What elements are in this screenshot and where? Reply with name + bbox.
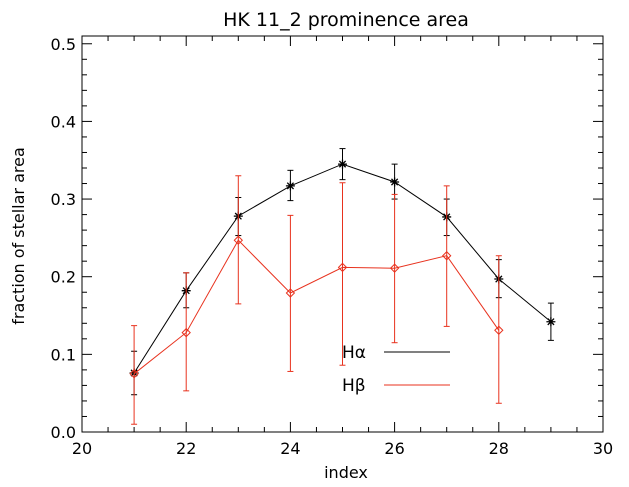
error-bar xyxy=(443,185,450,327)
data-point-diamond xyxy=(233,235,244,245)
error-bar xyxy=(339,182,346,366)
data-point-diamond xyxy=(285,288,296,298)
data-point-diamond xyxy=(129,369,139,379)
error-bar xyxy=(131,325,138,425)
y-tick-label: 0.4 xyxy=(51,112,76,131)
data-point-diamond xyxy=(181,327,191,338)
y-tick-label: 0.2 xyxy=(51,268,76,287)
error-bar xyxy=(235,175,242,305)
data-point-diamond xyxy=(441,251,452,261)
data-point-diamond xyxy=(337,262,348,273)
legend-label-1: Hα xyxy=(342,343,366,363)
data-point-diamond xyxy=(389,263,400,273)
data-point-asterisk xyxy=(546,317,556,327)
chart-title: HK 11_2 prominence area xyxy=(223,9,469,31)
x-tick-label: 26 xyxy=(384,439,404,458)
x-axis: 20 22 24 26 28 30 xyxy=(72,36,613,458)
legend-label-2: Hβ xyxy=(342,376,366,396)
y-axis: 0.0 0.1 0.2 0.3 0.4 0.5 xyxy=(51,35,603,442)
y-tick-label: 0.3 xyxy=(51,190,76,209)
x-tick-label: 20 xyxy=(72,439,92,458)
error-bar xyxy=(287,214,294,372)
x-axis-title: index xyxy=(324,463,368,482)
data-point-diamond xyxy=(494,325,504,335)
series-layer xyxy=(129,148,556,425)
series-2 xyxy=(129,175,504,425)
series-line xyxy=(133,239,500,375)
data-point-asterisk xyxy=(285,181,295,191)
y-axis-title: fraction of stellar area xyxy=(9,147,28,325)
y-tick-label: 0.5 xyxy=(51,35,76,54)
x-tick-label: 24 xyxy=(280,439,300,458)
data-point-asterisk xyxy=(338,159,347,169)
error-bar xyxy=(391,193,398,344)
legend: Hα Hβ xyxy=(342,343,450,396)
y-tick-label: 0.0 xyxy=(51,423,76,442)
x-tick-label: 28 xyxy=(489,439,509,458)
data-point-asterisk xyxy=(390,177,400,187)
y-tick-label: 0.1 xyxy=(51,345,76,364)
error-bar xyxy=(183,272,190,392)
x-tick-label: 22 xyxy=(176,439,196,458)
x-tick-label: 30 xyxy=(593,439,613,458)
error-bar xyxy=(495,255,502,404)
